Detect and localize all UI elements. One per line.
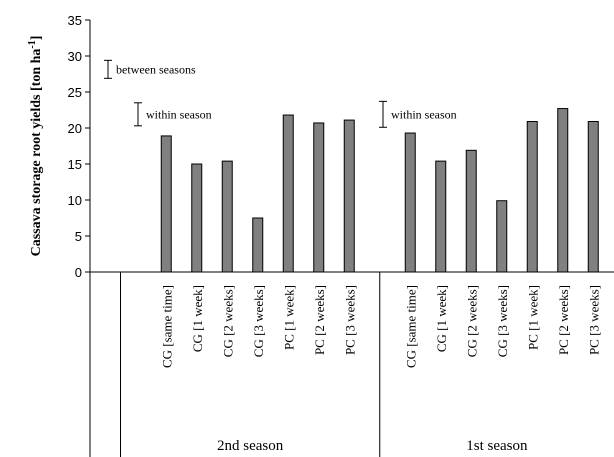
y-tick-label: 15: [68, 157, 82, 172]
y-label-text: Cassava storage root yields [ton ha: [29, 49, 44, 257]
bar: [557, 108, 569, 273]
bar: [404, 132, 416, 273]
x-tick-label: CG [1 week]: [190, 285, 205, 352]
bar: [465, 149, 477, 273]
group-label: 2nd season: [217, 438, 284, 454]
x-tick-label: PC [1 week]: [281, 285, 296, 350]
bar: [191, 163, 203, 273]
x-tick-label: PC [2 weeks]: [312, 285, 327, 355]
y-tick-label: 30: [68, 49, 82, 64]
bar: [252, 217, 264, 273]
y-label-end: ]: [29, 36, 44, 41]
x-tick-label: PC [2 weeks]: [556, 285, 571, 355]
bar: [587, 121, 599, 273]
y-tick-label: 5: [75, 229, 82, 244]
y-label-sup: -1: [27, 40, 38, 48]
bar: [435, 160, 447, 273]
bar: [526, 121, 538, 273]
bar: [282, 114, 294, 273]
group-label: 1st season: [466, 438, 528, 454]
x-tick-label: CG [3 weeks]: [251, 285, 266, 357]
x-tick-label: CG [same time]: [159, 285, 174, 368]
x-tick-label: PC [1 week]: [525, 285, 540, 350]
x-tick-label: PC [3 weeks]: [586, 285, 601, 355]
error-label: within season: [391, 107, 457, 121]
x-tick-label: CG [3 weeks]: [495, 285, 510, 357]
bar: [343, 119, 355, 273]
error-label: within season: [146, 107, 212, 121]
x-tick-label: CG [same time]: [403, 285, 418, 368]
x-tick-label: CG [1 week]: [434, 285, 449, 352]
x-tick-label: PC [3 weeks]: [342, 285, 357, 355]
y-tick-label: 0: [75, 265, 82, 280]
x-tick-label: CG [2 weeks]: [464, 285, 479, 357]
y-tick-label: 25: [68, 85, 82, 100]
bar: [496, 200, 508, 273]
y-axis-label: Cassava storage root yields [ton ha-1]: [27, 36, 44, 257]
bar: [160, 135, 172, 273]
y-tick-label: 10: [68, 193, 82, 208]
x-tick-label: CG [2 weeks]: [220, 285, 235, 357]
bar: [221, 160, 233, 273]
y-tick-label: 20: [68, 121, 82, 136]
error-label: between seasons: [116, 62, 196, 76]
bar: [313, 122, 325, 273]
y-tick-label: 35: [68, 13, 82, 28]
